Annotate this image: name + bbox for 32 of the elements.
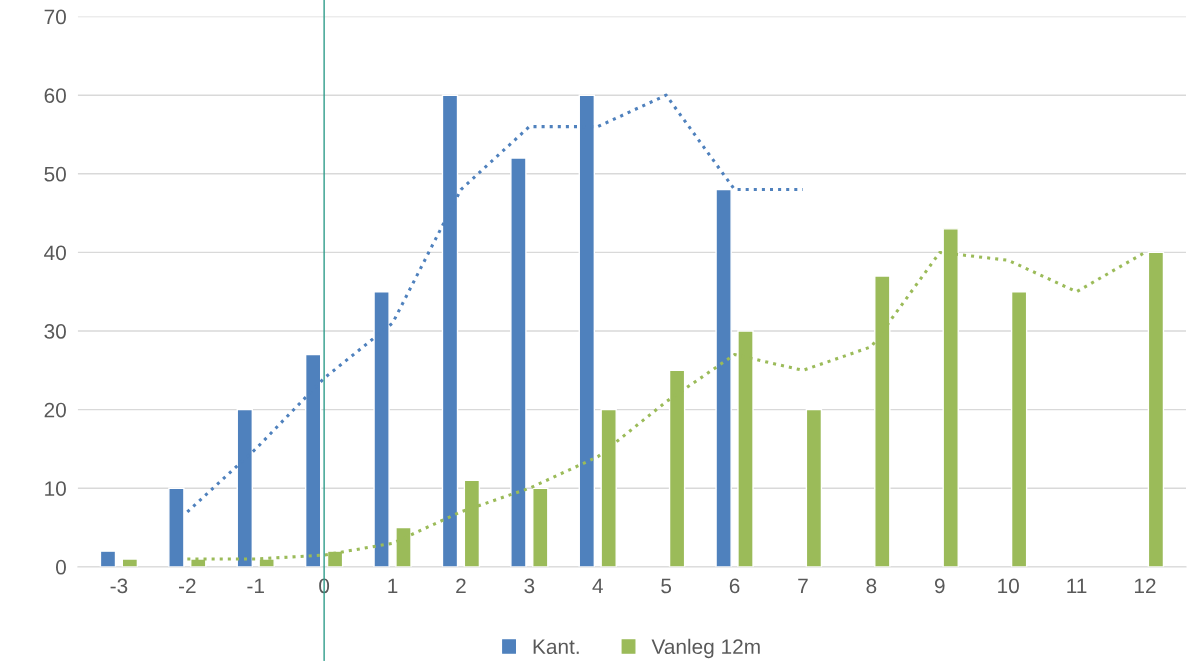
x-tick-label: -1 [247,578,264,594]
x-tick-label: -3 [110,578,128,594]
x-tick-label: 3 [524,578,535,594]
legend-label: Vanleg 12m [651,638,760,659]
y-tick-label: 70 [44,9,66,25]
bar [805,408,823,567]
bar [1147,251,1165,567]
y-tick-label: 10 [45,481,66,497]
x-tick-label: 11 [1067,578,1087,594]
x-tick-label: 10 [998,578,1019,594]
x-tick-label: 9 [934,578,945,594]
bar [510,157,527,567]
bar [1010,291,1028,567]
y-tick-label: 0 [55,559,66,575]
bar [121,558,139,567]
x-tick-label: 1 [388,578,398,594]
legend-label: Kant. [533,639,579,655]
x-tick-label: 4 [592,578,603,594]
x-tick-label: 7 [798,578,808,594]
x-tick-label: 2 [456,578,466,594]
y-tick-label: 20 [44,402,66,418]
x-tick-label: 6 [729,578,740,594]
y-tick-label: 60 [44,88,66,103]
bar [99,550,117,567]
y-tick-label: 50 [44,166,66,182]
x-tick-label: 8 [866,578,877,594]
bar [168,487,185,567]
x-tick-label: -2 [178,578,196,594]
y-tick-label: 40 [44,245,66,261]
y-tick-label: 30 [44,324,66,339]
x-tick-label: 5 [661,578,672,594]
x-tick-label: 12 [1134,578,1156,594]
